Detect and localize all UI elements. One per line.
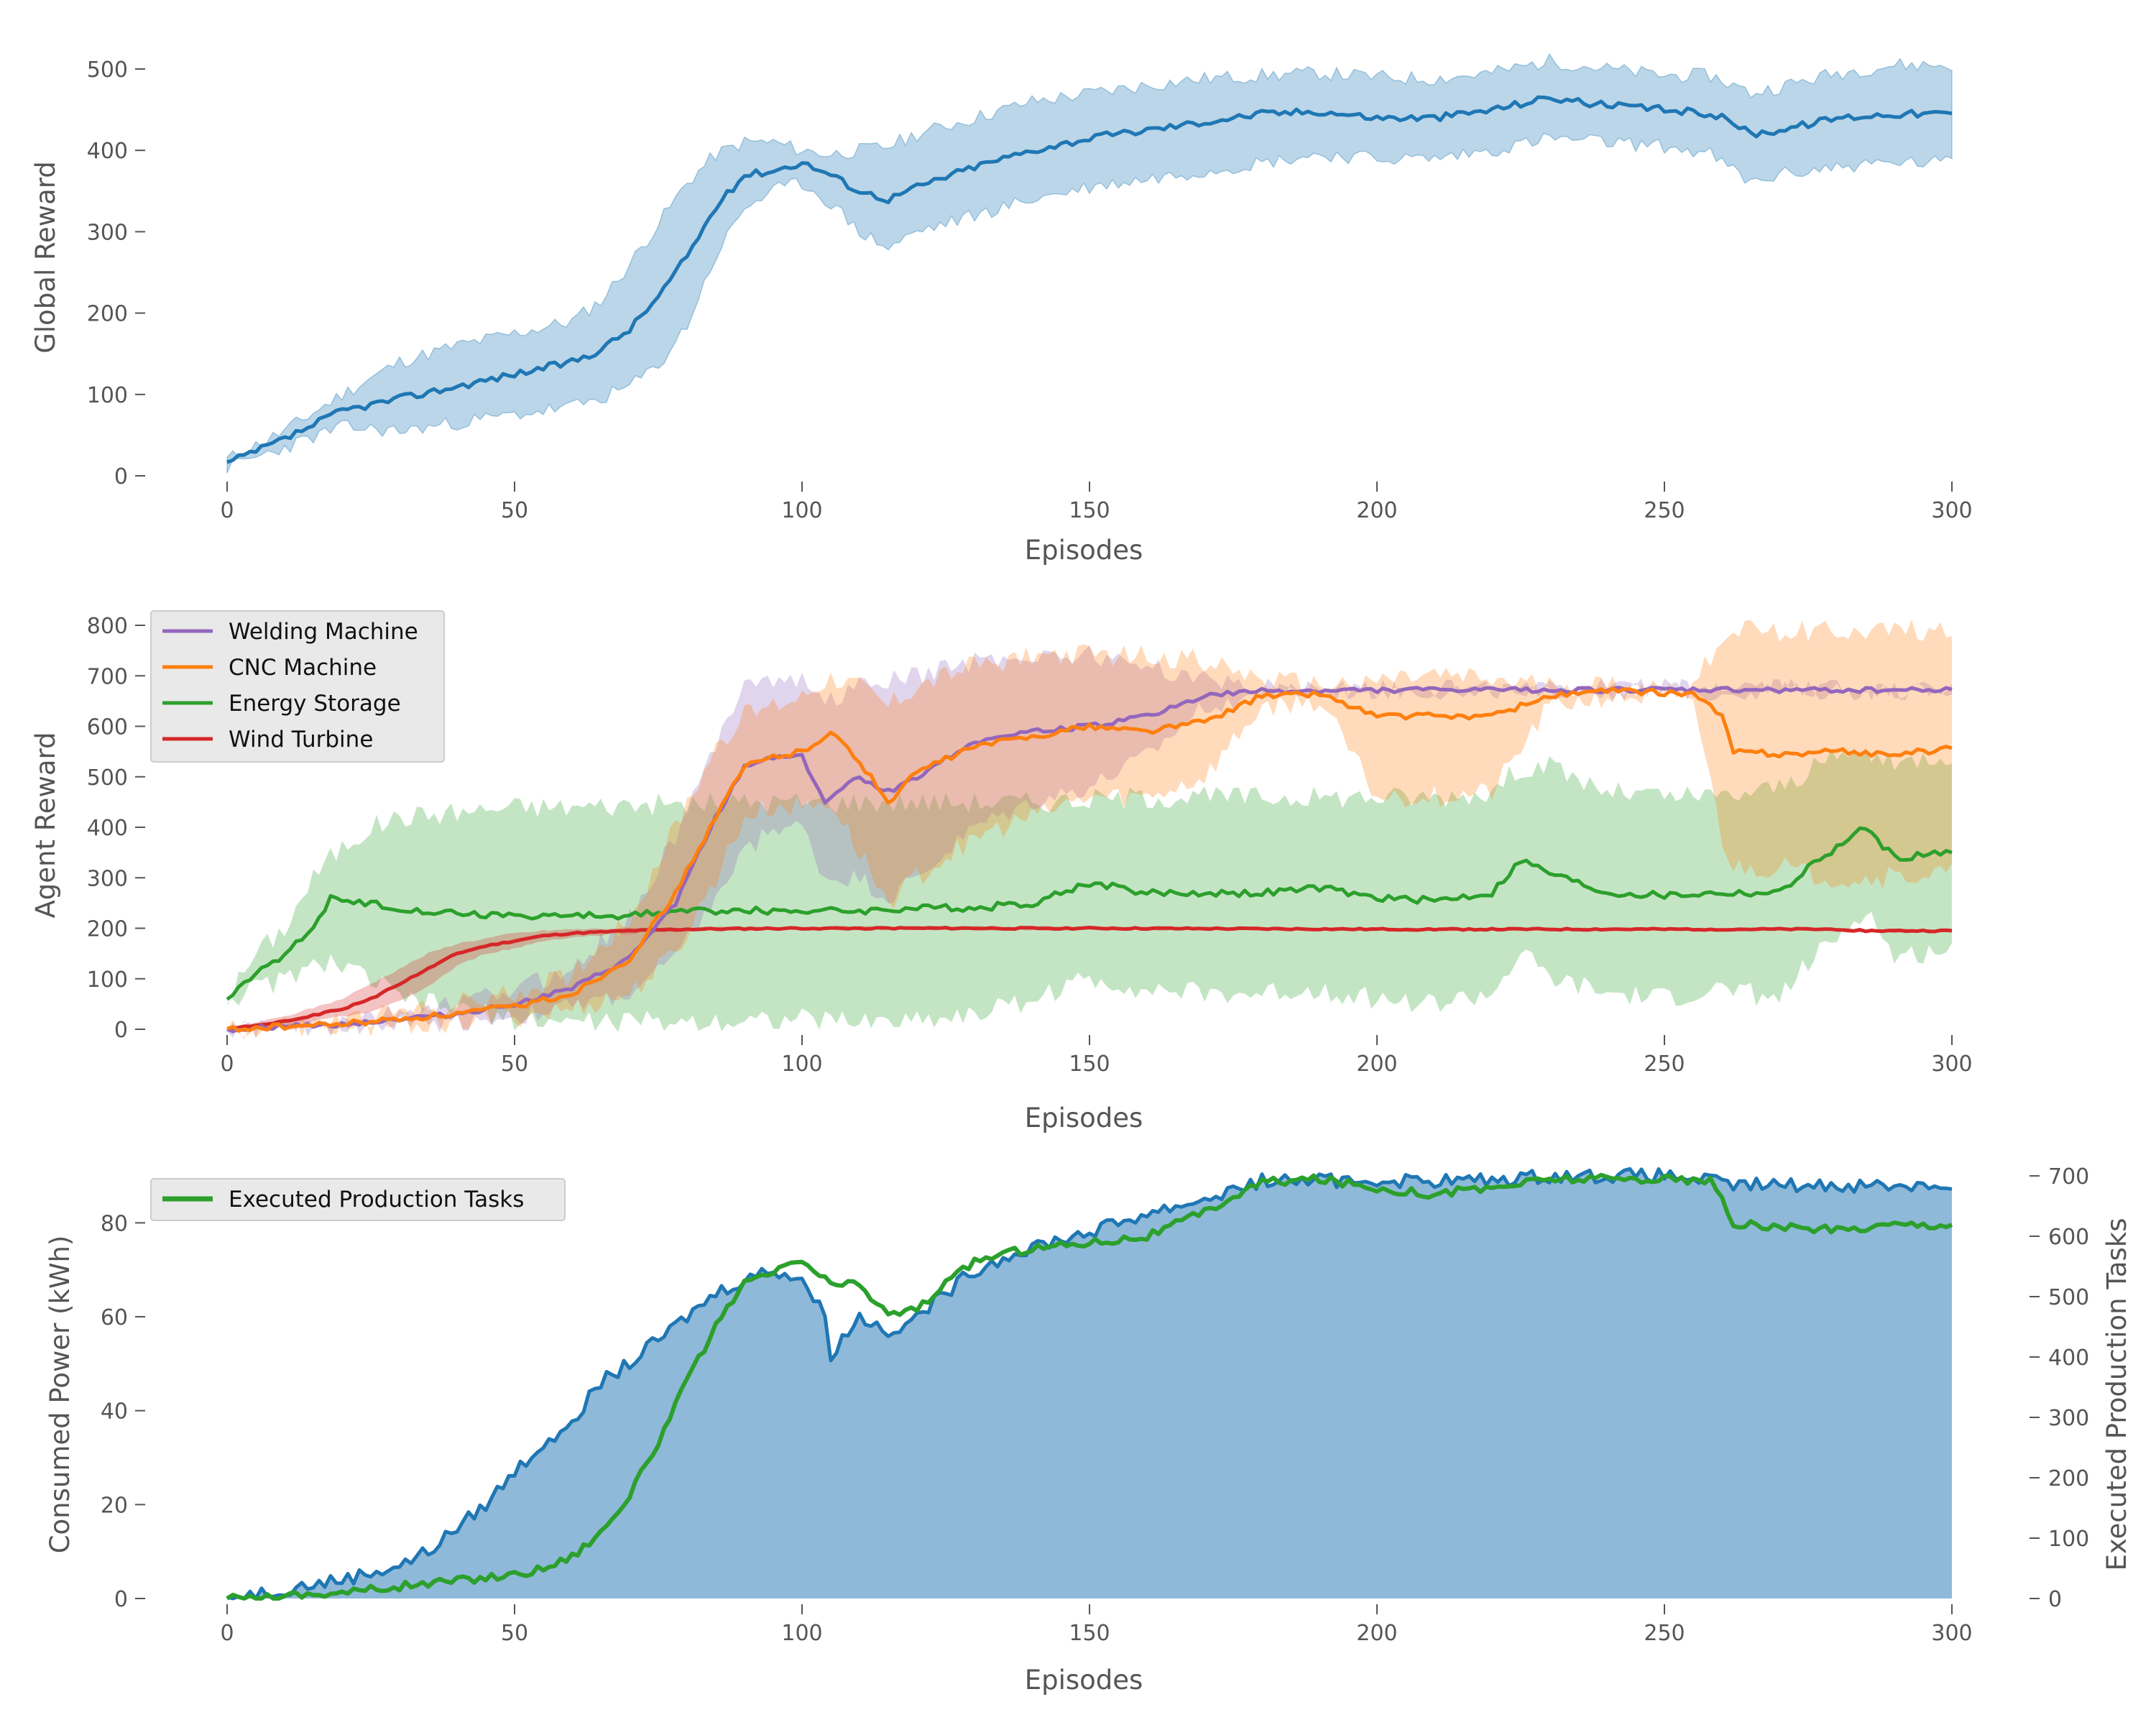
consumed-power-ytick-label-20: 20 <box>101 1493 128 1518</box>
consumed-power-ytick-label-60: 60 <box>101 1305 128 1330</box>
cnc-machine-line <box>226 686 1953 1033</box>
consumed-power-ytick-label-40: 40 <box>101 1399 128 1425</box>
agent-reward-ytick-label-200: 200 <box>87 917 128 942</box>
power-tasks-xtick-label-100: 100 <box>781 1621 822 1646</box>
global-reward-band <box>226 52 1953 474</box>
legend-label-executed-production-tasks: Executed Production Tasks <box>229 1187 524 1213</box>
global-reward-xtick-label-100: 100 <box>781 498 822 523</box>
energy-storage-line <box>226 826 1953 1001</box>
agent-legend-box <box>150 610 445 763</box>
agent-reward-xtick-label-250: 250 <box>1644 1052 1685 1077</box>
agent-reward-ytick-label-800: 800 <box>87 614 128 639</box>
agent-reward-ytick-label-700: 700 <box>87 664 128 689</box>
agent-reward-ytick-label-100: 100 <box>87 967 128 993</box>
executed-tasks-line <box>226 1172 1953 1601</box>
power-tasks-panel: 0 50 100 150 200 250 300 0 20 40 60 80 0 100 200 300 400… <box>45 1164 2132 1696</box>
agent-reward-panel: 0 50 100 150 200 250 300 0 100 200 300 400 500 600 700… <box>30 610 1973 1133</box>
legend-label-welding-machine: Welding Machine <box>229 619 418 645</box>
agent-reward-xtick-label-300: 300 <box>1931 1052 1972 1077</box>
global-reward-panel: 0 50 100 150 200 250 300 0 100 200 300 400 500 Episo… <box>30 52 1973 566</box>
agent-reward-ytick-label-500: 500 <box>87 765 128 791</box>
agent-reward-xtick-label-100: 100 <box>781 1052 822 1077</box>
power-tasks-xlabel: Episodes <box>1025 1665 1143 1696</box>
agent-reward-axes: 0 50 100 150 200 250 300 0 100 200 300 400 500 600 700… <box>87 614 1973 1077</box>
executed-tasks-y2label: Executed Production Tasks <box>2101 1218 2132 1571</box>
consumed-power-area <box>227 1169 1952 1598</box>
energy-storage-band <box>227 748 1952 1032</box>
global-reward-ytick-label-300: 300 <box>87 220 128 245</box>
executed-tasks-y2tick-label-100: 100 <box>2048 1527 2089 1552</box>
power-tasks-xtick-label-300: 300 <box>1931 1621 1972 1646</box>
global-reward-xtick-label-300: 300 <box>1931 498 1972 523</box>
power-tasks-legend: Executed Production Tasks <box>150 1178 566 1221</box>
power-tasks-xtick-label-250: 250 <box>1644 1621 1685 1646</box>
power-tasks-xtick-label-50: 50 <box>501 1621 528 1646</box>
agent-reward-ytick-label-400: 400 <box>87 816 128 841</box>
legend-label-wind-turbine: Wind Turbine <box>229 727 373 753</box>
agent-reward-xtick-label-150: 150 <box>1069 1052 1110 1077</box>
consumed-power-ylabel: Consumed Power (kWh) <box>45 1236 75 1554</box>
executed-tasks-y2tick-label-300: 300 <box>2048 1406 2089 1431</box>
global-reward-xtick-label-250: 250 <box>1644 498 1685 523</box>
consumed-power-ytick-label-80: 80 <box>101 1211 128 1236</box>
global-reward-ytick-label-400: 400 <box>87 139 128 164</box>
agent-reward-ytick-label-600: 600 <box>87 715 128 740</box>
agent-reward-xtick-label-50: 50 <box>501 1052 528 1077</box>
global-reward-xtick-label-150: 150 <box>1069 498 1110 523</box>
global-reward-line <box>226 95 1953 464</box>
agent-reward-xtick-label-200: 200 <box>1356 1052 1397 1077</box>
global-reward-plot-area <box>226 52 1953 474</box>
global-reward-ytick-label-100: 100 <box>87 383 128 408</box>
executed-tasks-y2tick-label-500: 500 <box>2048 1285 2089 1310</box>
tasks-legend-box <box>150 1178 566 1221</box>
consumed-power-ytick-label-0: 0 <box>114 1587 128 1612</box>
welding-machine-band <box>227 645 1952 1039</box>
global-reward-axes: 0 50 100 150 200 250 300 0 100 200 300 400 500 <box>87 58 1973 523</box>
executed-tasks-y2tick-label-400: 400 <box>2048 1346 2089 1371</box>
wind-turbine-line <box>226 926 1953 1031</box>
executed-tasks-y2tick-label-700: 700 <box>2048 1164 2089 1190</box>
global-reward-ytick-label-500: 500 <box>87 58 128 83</box>
legend-label-cnc-machine: CNC Machine <box>229 655 377 681</box>
power-tasks-axes: 0 50 100 150 200 250 300 0 20 40 60 80 0 100 200 300 400… <box>101 1164 2089 1646</box>
legend-label-energy-storage: Energy Storage <box>229 691 401 717</box>
global-reward-xlabel: Episodes <box>1025 535 1143 566</box>
executed-tasks-y2tick-label-200: 200 <box>2048 1466 2089 1491</box>
power-tasks-xtick-label-0: 0 <box>220 1621 234 1646</box>
global-reward-ylabel: Global Reward <box>30 161 61 354</box>
agent-reward-plot-area <box>226 619 1953 1040</box>
consumed-power-line <box>226 1167 1953 1601</box>
power-tasks-plot-area <box>226 1167 1953 1601</box>
agent-reward-ylabel: Agent Reward <box>30 732 61 918</box>
agent-reward-ytick-label-300: 300 <box>87 866 128 891</box>
agent-reward-legend: Welding Machine CNC Machine Energy Stora… <box>150 610 445 763</box>
agent-reward-ytick-label-0: 0 <box>114 1018 128 1043</box>
power-tasks-xtick-label-150: 150 <box>1069 1621 1110 1646</box>
agent-reward-xlabel: Episodes <box>1025 1103 1143 1133</box>
executed-tasks-y2tick-label-0: 0 <box>2048 1587 2062 1612</box>
global-reward-xtick-label-50: 50 <box>501 498 528 523</box>
agent-reward-xtick-label-0: 0 <box>220 1052 234 1077</box>
global-reward-ytick-label-200: 200 <box>87 302 128 327</box>
global-reward-xtick-label-200: 200 <box>1356 498 1397 523</box>
power-tasks-xtick-label-200: 200 <box>1356 1621 1397 1646</box>
global-reward-xtick-label-0: 0 <box>220 498 234 523</box>
executed-tasks-y2tick-label-600: 600 <box>2048 1225 2089 1250</box>
global-reward-ytick-label-0: 0 <box>114 464 128 489</box>
cnc-machine-band <box>227 619 1952 1040</box>
